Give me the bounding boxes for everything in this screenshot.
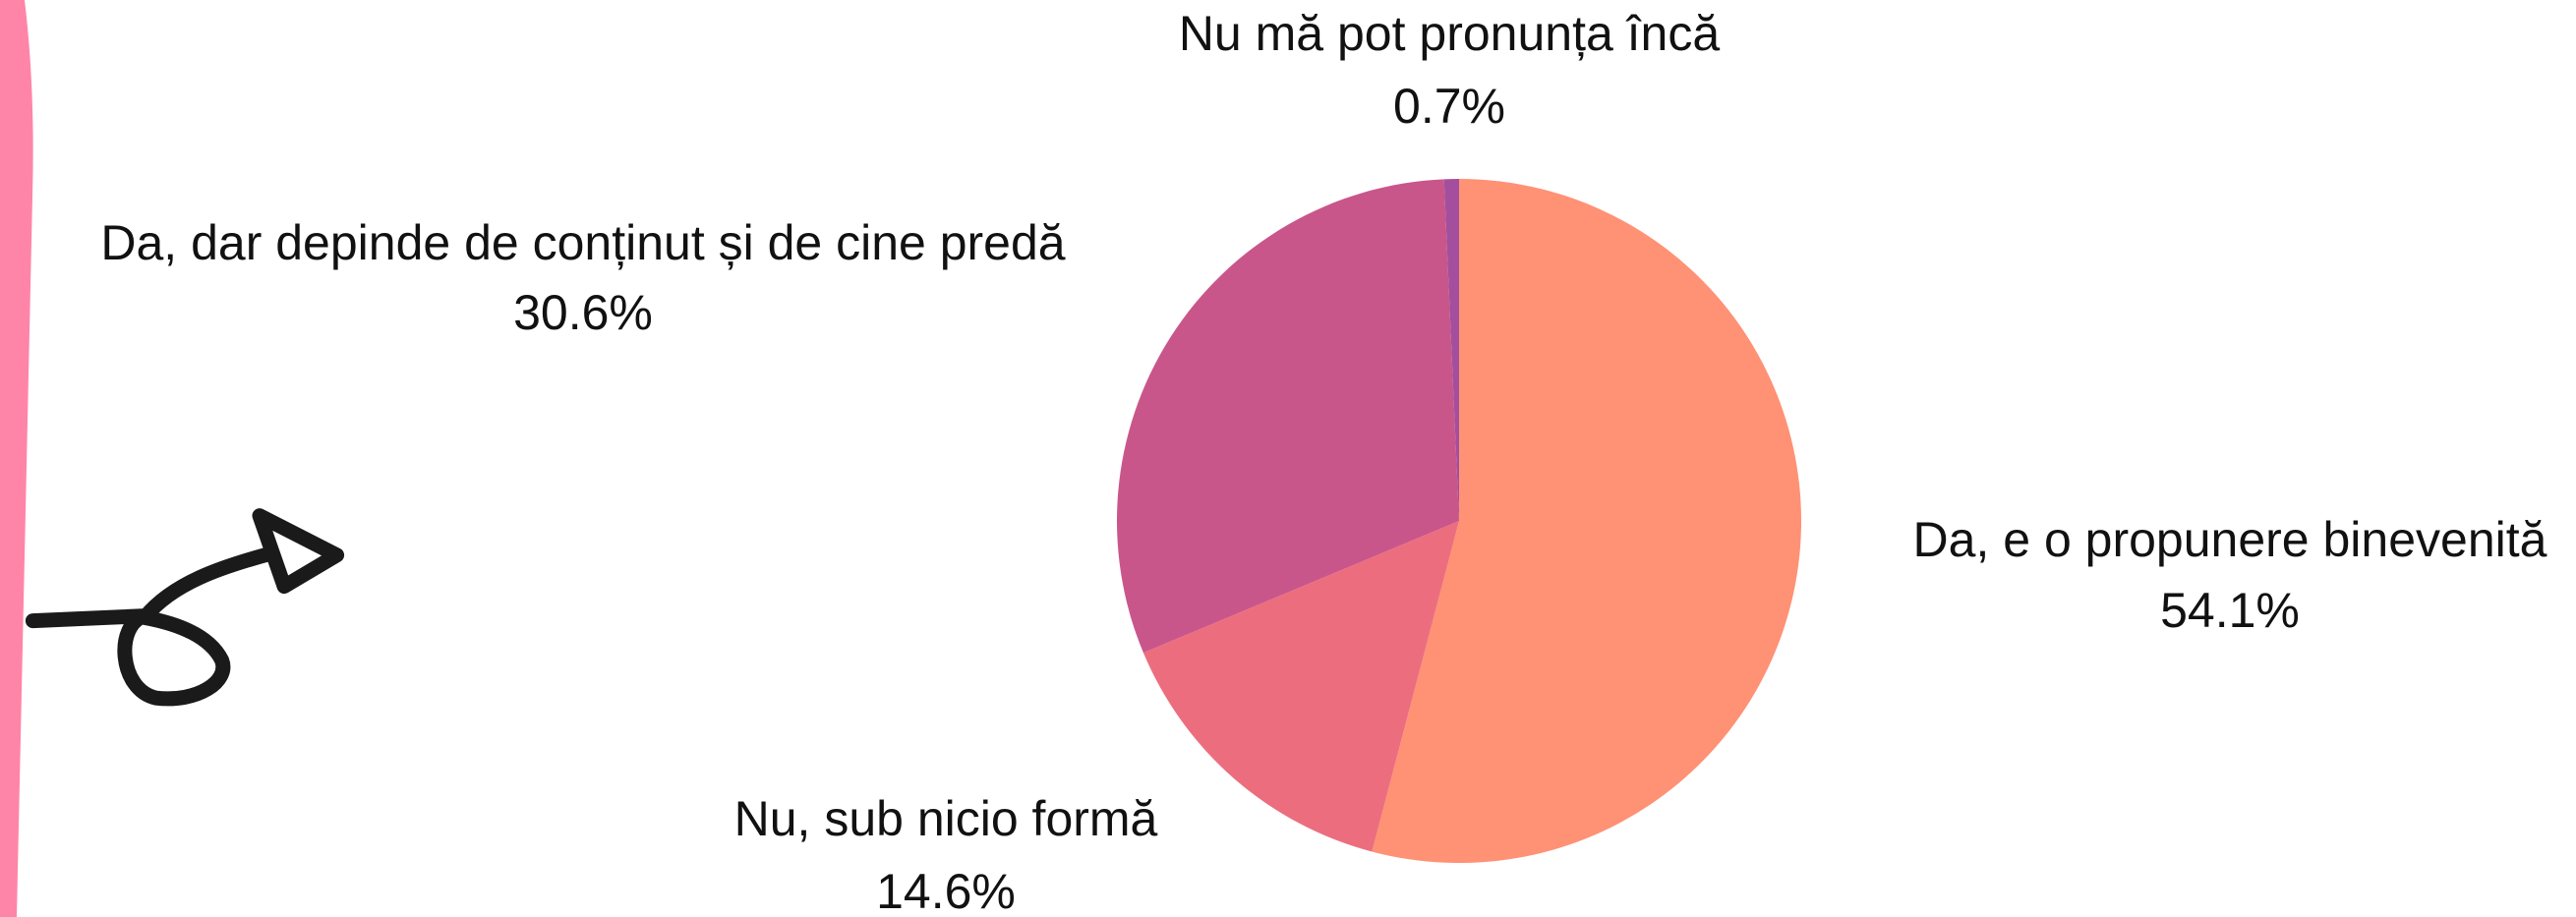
slice-label: Nu, sub nicio formă [734,791,1158,846]
pie-slice [1372,179,1802,864]
slice-label: Nu mă pot pronunța încă [1179,6,1721,61]
arrow-doodle [25,508,345,707]
slice-label: Da, e o propunere binevenită [1913,512,2547,567]
side-stripe [0,0,33,917]
pie-slice [1443,179,1459,521]
pie-slice [1117,179,1459,654]
slice-label: Da, dar depinde de conținut și de cine p… [100,215,1065,270]
slice-value-label: 54.1% [2160,583,2300,638]
slice-value-label: 0.7% [1393,79,1505,134]
pie-slice [1142,521,1459,852]
slice-value-label: 30.6% [513,285,653,340]
slice-value-label: 14.6% [876,864,1016,917]
